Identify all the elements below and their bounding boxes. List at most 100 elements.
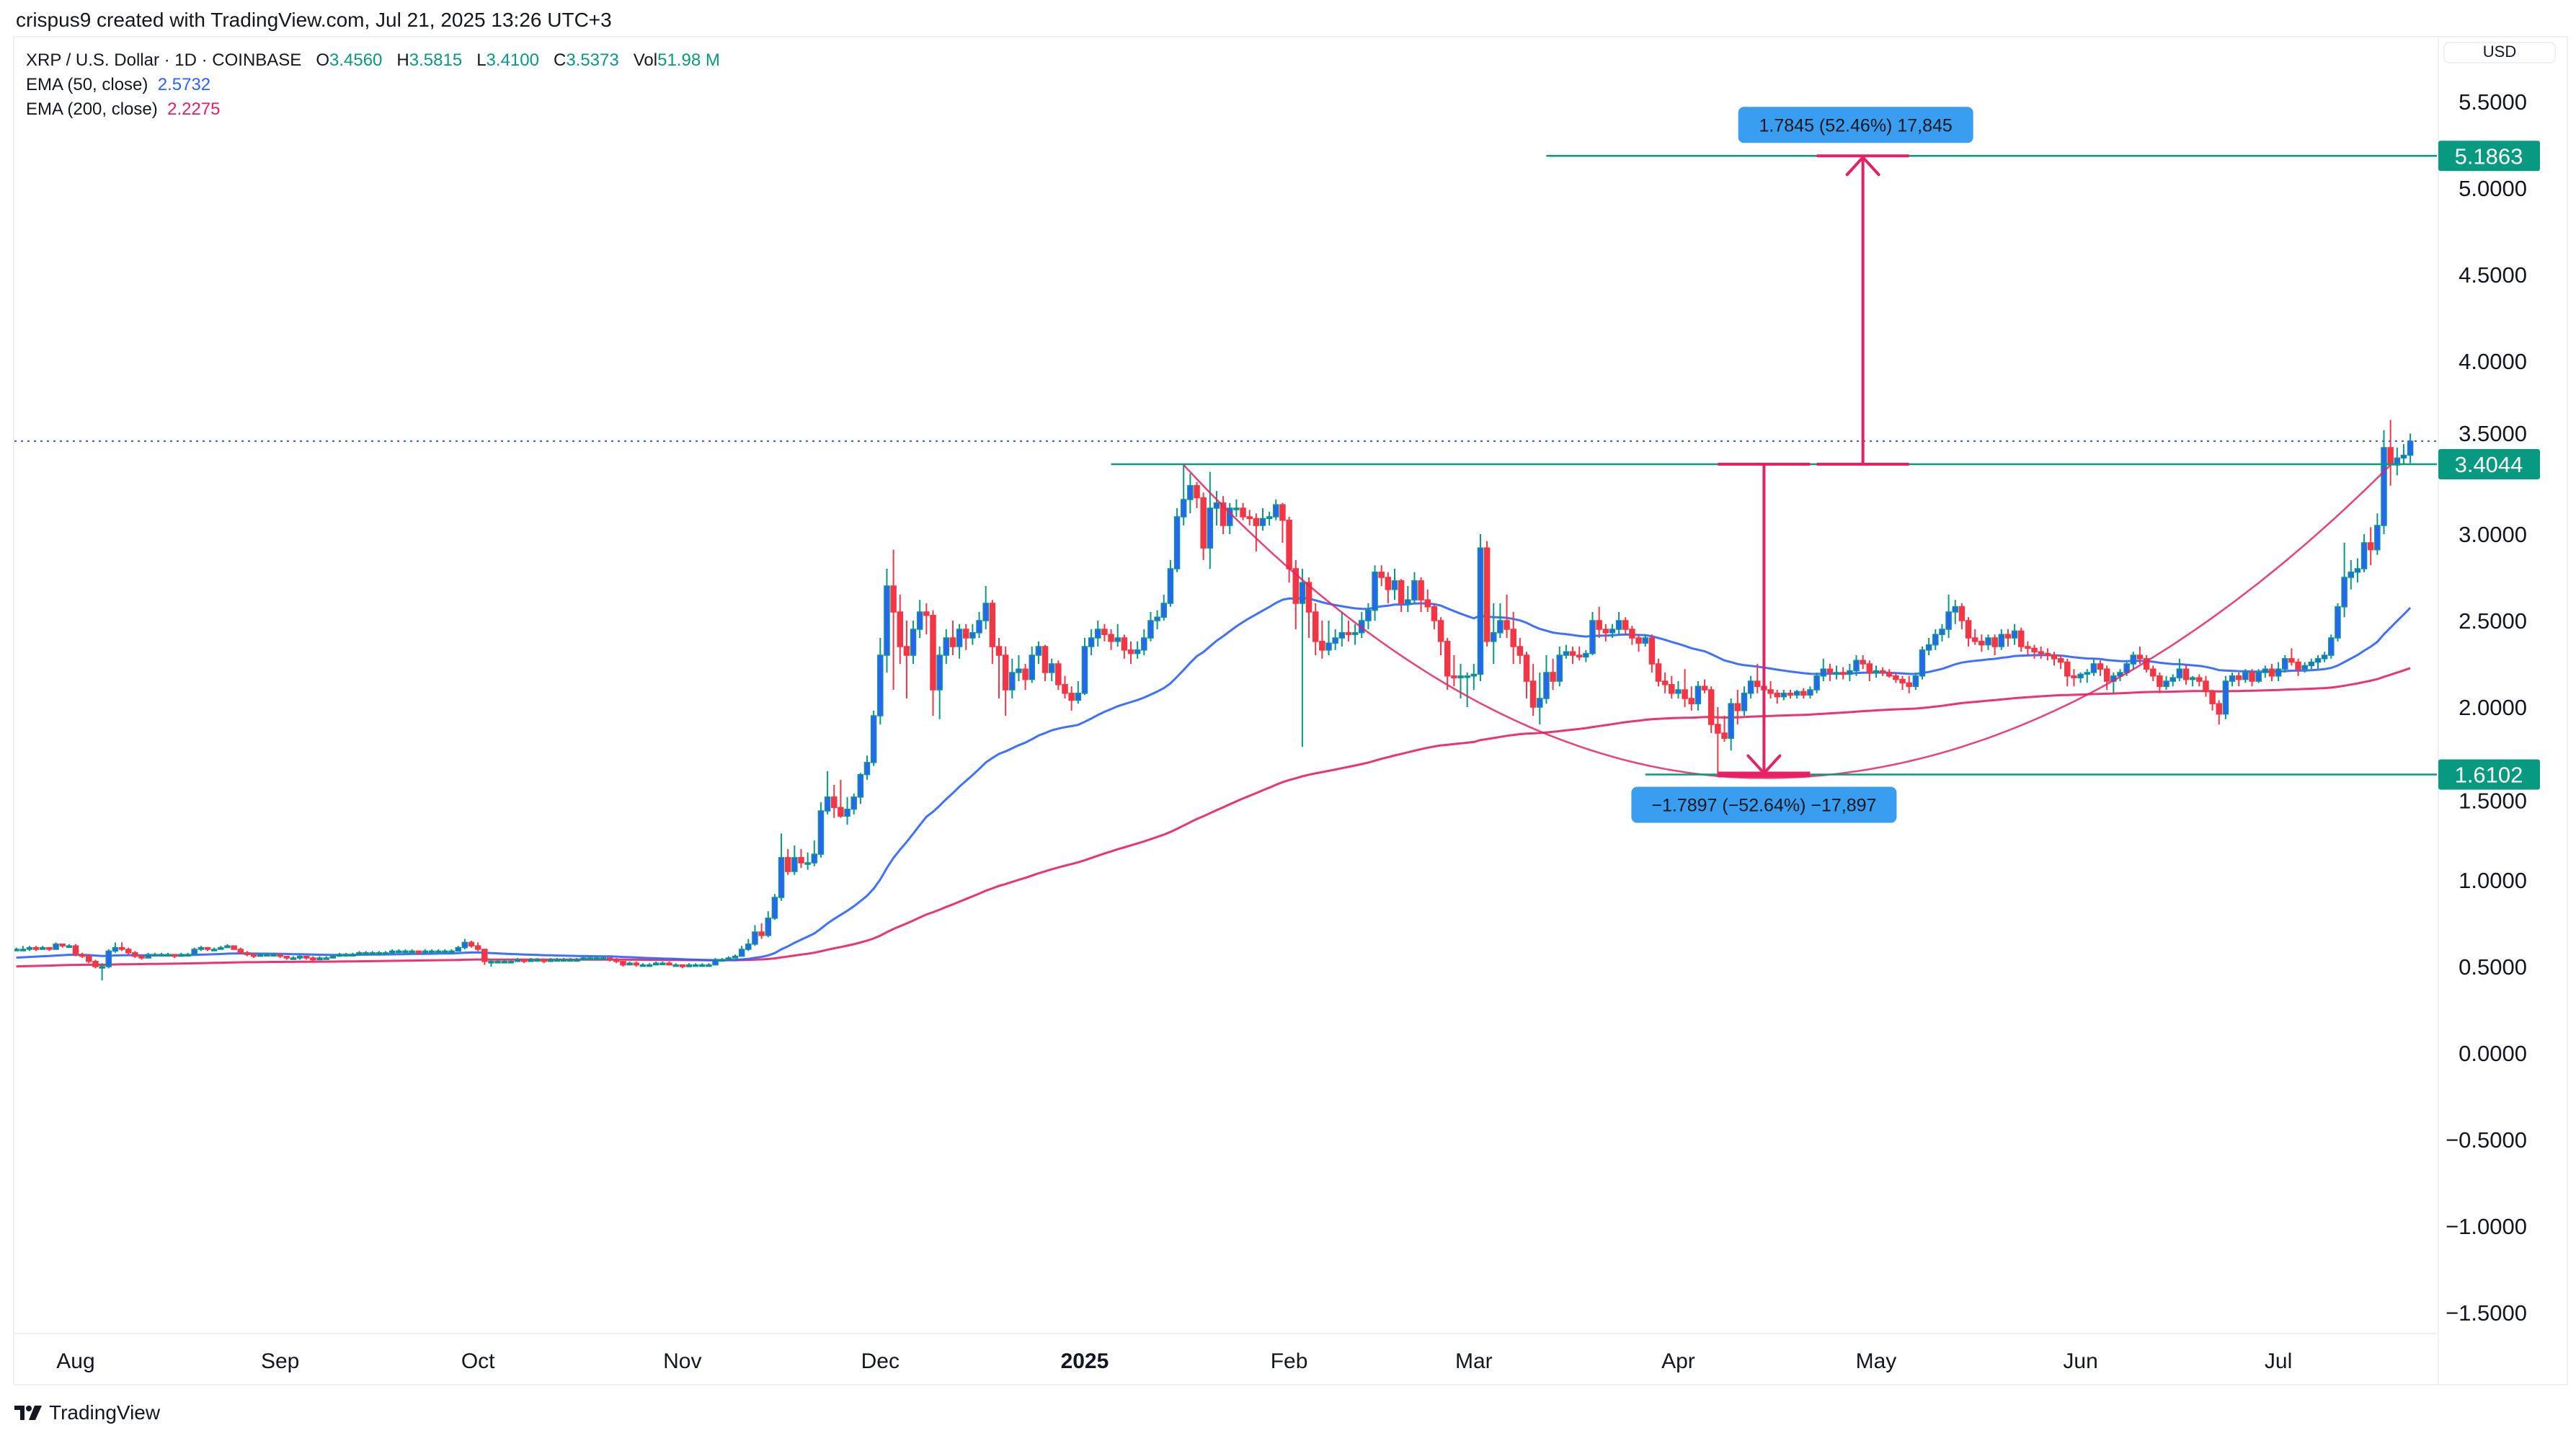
candle-up bbox=[428, 949, 435, 954]
candle-up bbox=[1141, 629, 1147, 655]
candle-body bbox=[316, 957, 323, 961]
cup-arc-drawing[interactable] bbox=[1183, 464, 2391, 779]
candle-body bbox=[72, 945, 79, 955]
candle-body bbox=[1971, 637, 1978, 642]
time-tick-label: 2025 bbox=[1061, 1349, 1109, 1373]
candle-up bbox=[376, 951, 383, 955]
candle-body bbox=[448, 950, 455, 954]
candle-body bbox=[1041, 646, 1049, 673]
candle-body bbox=[1985, 637, 1991, 646]
candle-up bbox=[158, 952, 165, 957]
candle-up bbox=[1114, 624, 1121, 647]
candle-body bbox=[1259, 518, 1266, 526]
candle-body bbox=[2004, 634, 2012, 639]
candle-body bbox=[1707, 689, 1715, 725]
candle-up bbox=[1470, 664, 1478, 690]
candle-down bbox=[1504, 595, 1510, 638]
candle-up bbox=[1537, 673, 1543, 724]
symbol-title[interactable]: XRP / U.S. Dollar · 1D · COINBASE bbox=[26, 50, 302, 70]
candle-body bbox=[956, 629, 963, 647]
candle-body bbox=[995, 646, 1003, 656]
candle-up bbox=[350, 952, 356, 957]
candle-body bbox=[1194, 485, 1200, 499]
candle-body bbox=[435, 950, 442, 954]
candle-up bbox=[580, 956, 587, 961]
candle-down bbox=[1866, 660, 1873, 681]
candle-up bbox=[290, 956, 297, 960]
candle-body bbox=[699, 964, 706, 967]
candle-down bbox=[86, 954, 92, 964]
time-tick-label: Sep bbox=[261, 1349, 299, 1373]
candle-body bbox=[620, 961, 626, 966]
candle-body bbox=[2321, 655, 2328, 660]
drawings[interactable] bbox=[14, 154, 2437, 779]
candle-body bbox=[237, 949, 244, 954]
candle-body bbox=[732, 955, 739, 959]
measure-down[interactable] bbox=[1718, 462, 1811, 778]
candle-body bbox=[461, 941, 468, 949]
candle-body bbox=[672, 964, 679, 967]
candle-down bbox=[1431, 603, 1438, 629]
candle-body bbox=[1879, 670, 1886, 673]
candle-up bbox=[1728, 698, 1734, 750]
candle-body bbox=[1965, 620, 1972, 639]
candle-up bbox=[1932, 629, 1939, 650]
candle-down bbox=[1510, 612, 1516, 664]
candle-body bbox=[1108, 634, 1114, 642]
time-axis[interactable]: Aug Sep Oct Nov Dec 2025 Feb Mar Apr May Jun Jul bbox=[56, 1349, 2292, 1373]
candle-up bbox=[435, 949, 442, 954]
candle-body bbox=[257, 954, 264, 957]
candle-body bbox=[2295, 661, 2301, 670]
candle-body bbox=[1583, 652, 1589, 658]
candle-body bbox=[396, 950, 402, 954]
candle-down bbox=[2268, 664, 2275, 681]
candle-body bbox=[1807, 689, 1813, 696]
tradingview-logo[interactable]: TradingView bbox=[14, 1401, 160, 1424]
candle-up bbox=[1945, 595, 1952, 638]
candle-body bbox=[838, 807, 844, 817]
candle-body bbox=[1688, 698, 1695, 704]
candle-up bbox=[1847, 664, 1853, 681]
candle-down bbox=[92, 959, 99, 969]
price-axis[interactable]: 5.5000 5.0000 4.5000 4.0000 3.5000 3.0000 2.50… bbox=[2438, 37, 2527, 1384]
candle-up bbox=[2348, 560, 2354, 590]
candle-down bbox=[2044, 648, 2051, 661]
legend-ema50-row[interactable]: EMA (50, close) 2.5732 bbox=[26, 75, 210, 95]
candle-up bbox=[1833, 665, 1840, 680]
candle-up bbox=[2360, 534, 2368, 572]
candle-body bbox=[2387, 447, 2394, 466]
candle-up bbox=[1180, 465, 1187, 525]
candle-up bbox=[388, 949, 396, 954]
candle-body bbox=[520, 959, 528, 962]
candle-down bbox=[250, 952, 257, 958]
candle-up bbox=[2308, 658, 2315, 670]
candle-down bbox=[1839, 667, 1847, 680]
candle-body bbox=[1556, 655, 1563, 682]
candle-body bbox=[1147, 620, 1154, 639]
candle-down bbox=[2038, 647, 2044, 659]
measure-up[interactable] bbox=[1816, 154, 1909, 466]
candle-body bbox=[659, 962, 666, 965]
currency-button[interactable]: USD bbox=[2443, 42, 2556, 63]
candle-up bbox=[2077, 673, 2084, 683]
candle-body bbox=[342, 954, 350, 957]
candle-body bbox=[79, 954, 86, 957]
candle-body bbox=[1839, 672, 1847, 675]
candle-up bbox=[2301, 662, 2308, 673]
candle-up bbox=[2189, 675, 2196, 687]
candle-body bbox=[1299, 582, 1306, 604]
candle-down bbox=[415, 950, 422, 955]
candle-body bbox=[1167, 568, 1174, 604]
candle-up bbox=[877, 638, 884, 724]
candle-body bbox=[758, 931, 765, 936]
candle-down bbox=[1483, 541, 1491, 647]
legend-ema200-row[interactable]: EMA (200, close) 2.2275 bbox=[26, 99, 221, 120]
candle-up bbox=[363, 951, 369, 955]
candle-body bbox=[1906, 682, 1912, 687]
candle-body bbox=[1510, 629, 1516, 647]
candle-down bbox=[1253, 513, 1260, 551]
candle-up bbox=[916, 600, 923, 638]
candle-body bbox=[1180, 499, 1187, 518]
candle-down bbox=[2209, 690, 2216, 711]
